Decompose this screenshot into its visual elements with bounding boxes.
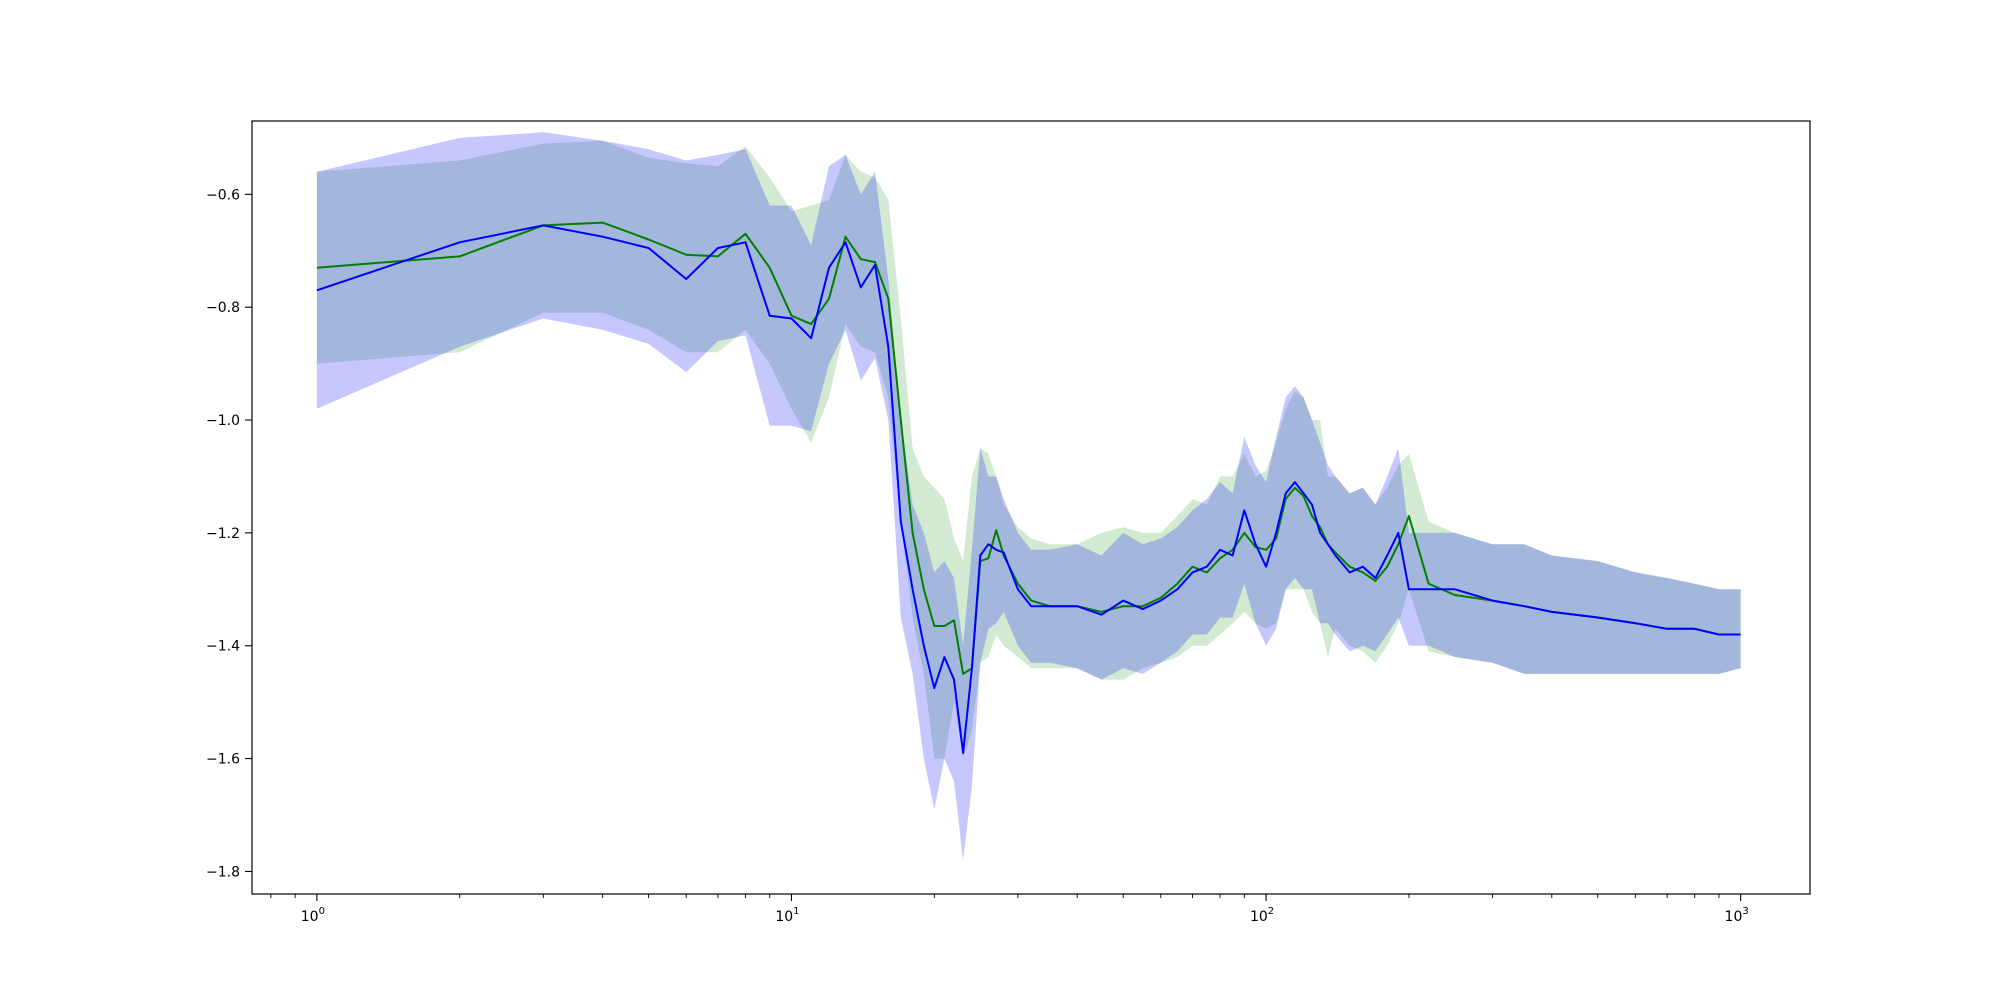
x-tick-label: 100 — [301, 906, 325, 925]
confidence-bands — [316, 132, 1741, 861]
x-tick-label: 103 — [1725, 906, 1749, 925]
x-tick-label: 102 — [1250, 906, 1274, 925]
x-axis: 100 101 102 103 — [270, 894, 1749, 925]
y-tick-label: −1.2 — [206, 526, 240, 542]
y-axis: −0.6 −0.8 −1.0 −1.2 −1.4 −1.6 −1.8 — [206, 187, 252, 880]
y-tick-label: −1.4 — [206, 639, 240, 655]
y-tick-label: −0.8 — [206, 300, 240, 316]
y-tick-label: −1.0 — [206, 413, 240, 429]
plot-frame — [251, 120, 1811, 895]
series-2-band — [316, 132, 1741, 861]
x-tick-label: 101 — [775, 906, 799, 925]
series-1-band — [316, 140, 1741, 759]
series-lines — [316, 221, 1741, 754]
y-tick-label: −1.6 — [206, 752, 240, 768]
y-tick-label: −0.6 — [206, 187, 240, 203]
series-1-line — [316, 221, 1741, 675]
y-tick-label: −1.8 — [206, 864, 240, 880]
series-2-line — [316, 224, 1741, 754]
